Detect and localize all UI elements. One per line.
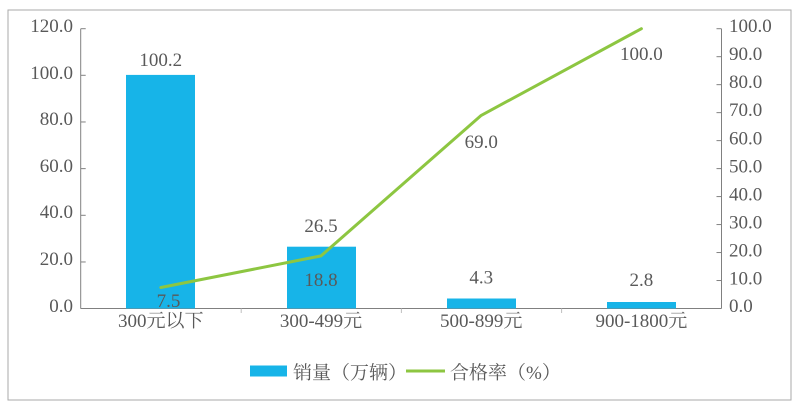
- svg-text:120.0: 120.0: [30, 16, 73, 37]
- svg-text:30.0: 30.0: [729, 213, 762, 234]
- svg-text:40.0: 40.0: [729, 185, 762, 206]
- svg-text:7.5: 7.5: [157, 291, 181, 312]
- svg-text:500-899元: 500-899元: [440, 311, 522, 332]
- svg-text:18.8: 18.8: [304, 270, 337, 291]
- svg-text:合格率（%）: 合格率（%）: [450, 362, 561, 384]
- svg-text:90.0: 90.0: [729, 44, 762, 65]
- svg-text:50.0: 50.0: [729, 157, 762, 178]
- svg-text:26.5: 26.5: [304, 216, 337, 237]
- svg-text:10.0: 10.0: [729, 269, 762, 290]
- svg-text:100.0: 100.0: [30, 63, 73, 84]
- svg-text:0.0: 0.0: [729, 296, 753, 317]
- svg-text:300元以下: 300元以下: [118, 311, 204, 332]
- svg-text:20.0: 20.0: [729, 241, 762, 262]
- svg-text:300-499元: 300-499元: [280, 311, 362, 332]
- svg-text:0.0: 0.0: [49, 296, 73, 317]
- svg-text:100.0: 100.0: [729, 16, 772, 37]
- svg-text:4.3: 4.3: [469, 268, 493, 289]
- svg-text:69.0: 69.0: [465, 132, 498, 153]
- svg-text:80.0: 80.0: [40, 109, 73, 130]
- svg-text:60.0: 60.0: [729, 129, 762, 150]
- svg-text:80.0: 80.0: [729, 72, 762, 93]
- svg-text:60.0: 60.0: [40, 156, 73, 177]
- svg-text:100.0: 100.0: [620, 44, 663, 65]
- svg-text:40.0: 40.0: [40, 202, 73, 223]
- svg-text:100.2: 100.2: [139, 50, 182, 71]
- svg-text:70.0: 70.0: [729, 100, 762, 121]
- svg-text:900-1800元: 900-1800元: [595, 311, 687, 332]
- svg-text:2.8: 2.8: [630, 270, 654, 291]
- svg-text:20.0: 20.0: [40, 249, 73, 270]
- svg-text:销量（万辆）: 销量（万辆）: [293, 362, 407, 384]
